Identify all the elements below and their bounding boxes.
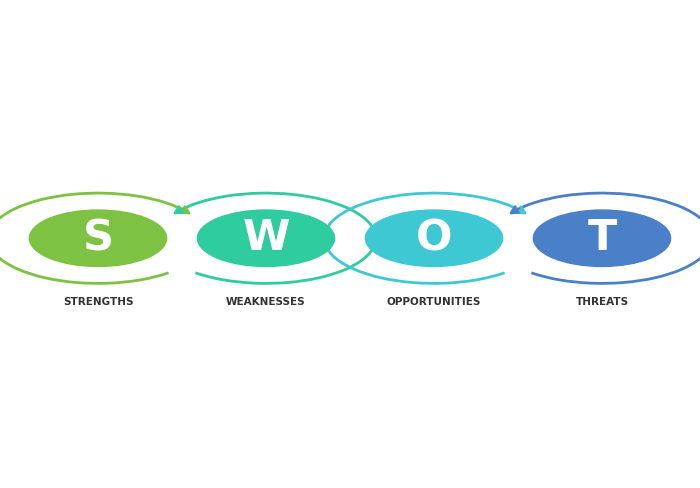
Text: W: W <box>242 217 290 259</box>
Circle shape <box>29 210 167 266</box>
Text: TFS Financial Corporation (TFSL): TFS Financial Corporation (TFSL) <box>103 36 597 64</box>
Text: T: T <box>587 217 617 259</box>
Circle shape <box>365 210 503 266</box>
Text: STRENGTHS: STRENGTHS <box>63 297 133 306</box>
Circle shape <box>533 210 671 266</box>
Text: OPPORTUNITIES: OPPORTUNITIES <box>387 297 481 306</box>
Circle shape <box>197 210 335 266</box>
Text: WEAKNESSES: WEAKNESSES <box>226 297 306 306</box>
Text: THREATS: THREATS <box>575 297 629 306</box>
Text: S: S <box>83 217 113 259</box>
Text: SWOT Analysis: SWOT Analysis <box>143 411 557 465</box>
Text: O: O <box>416 217 452 259</box>
